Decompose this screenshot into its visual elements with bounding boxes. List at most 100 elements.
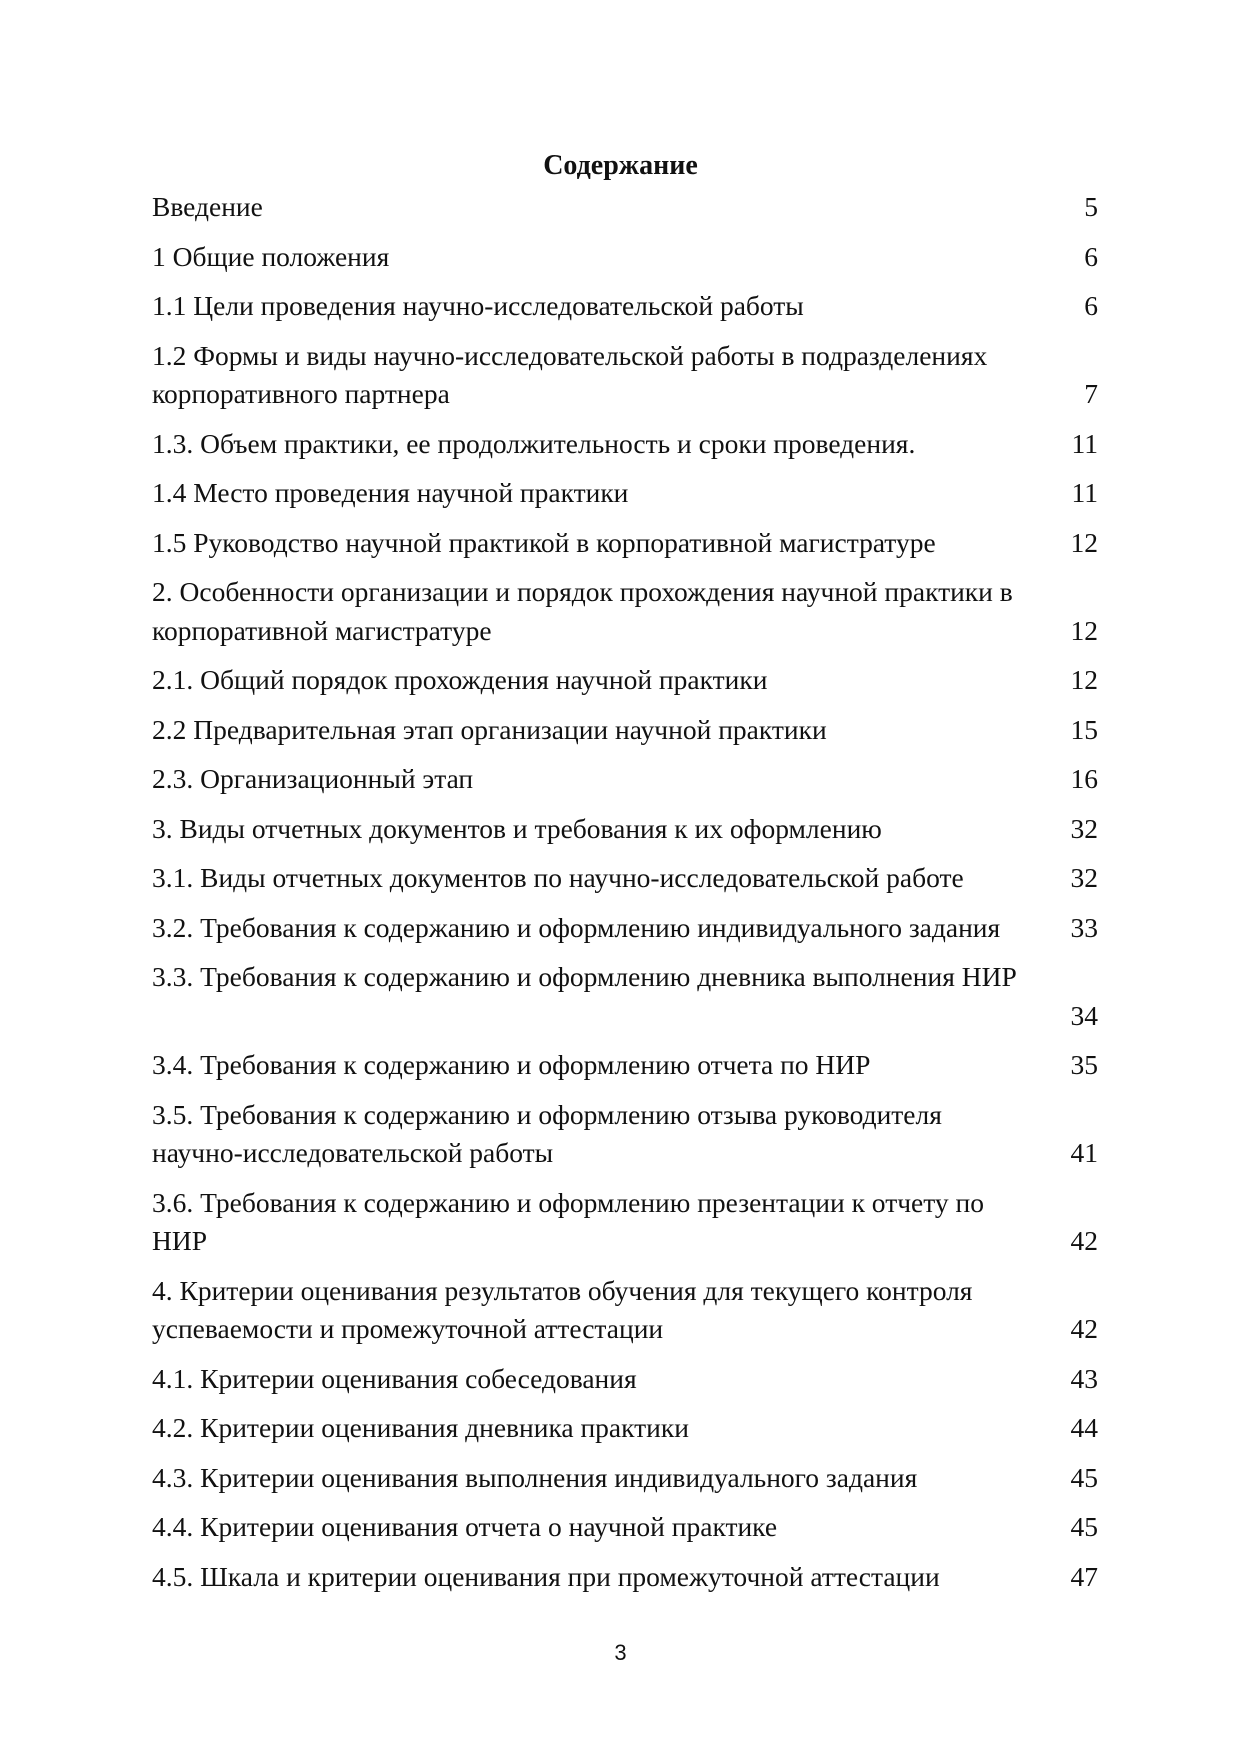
toc-entry-title-line: 1.4 Место проведения научной практики: [152, 477, 629, 508]
toc-entry-title: 3.4. Требования к содержанию и оформлени…: [152, 1046, 1028, 1085]
toc-entry-page: 41: [1070, 1137, 1099, 1168]
toc-entry-title-line: корпоративной магистратуре: [152, 614, 492, 646]
toc-heading: Содержание: [543, 150, 698, 181]
toc-entry-title: 3. Виды отчетных документов и требования…: [152, 810, 1028, 849]
toc-entry[interactable]: 1 Общие положения 6: [152, 238, 1098, 277]
toc-entry-title-line: 4.5. Шкала и критерии оценивания при про…: [152, 1560, 940, 1592]
toc-entry-title: 4.1. Критерии оценивания собеседования: [152, 1360, 1028, 1399]
toc-entry[interactable]: 4.2. Критерии оценивания дневника практи…: [152, 1409, 1098, 1448]
toc-entry-title-line: 3. Виды отчетных документов и требования…: [152, 812, 882, 844]
toc-entry-title: 1.4 Место проведения научной практики: [152, 474, 1028, 513]
toc-entry[interactable]: 3.5. Требования к содержанию и оформлени…: [152, 1096, 1098, 1173]
toc-entry-page: 47: [1070, 1560, 1099, 1592]
table-of-contents: Введение 5 1 Общие положения 6 1.1 Цели пров…: [152, 188, 1098, 1607]
toc-entry-page: 32: [1070, 812, 1099, 844]
toc-entry-title-line: 1.2 Формы и виды научно-исследовательско…: [152, 339, 988, 371]
toc-entry-title: 4.2. Критерии оценивания дневника практи…: [152, 1409, 1028, 1448]
toc-entry-title: 3.6. Требования к содержанию и оформлени…: [152, 1184, 1028, 1261]
toc-entry[interactable]: 3. Виды отчетных документов и требования…: [152, 810, 1098, 849]
toc-entry-title: 3.2. Требования к содержанию и оформлени…: [152, 909, 1028, 948]
toc-entry[interactable]: 2.3. Организационный этап 16: [152, 760, 1098, 799]
toc-entry-title-line: 1.1 Цели проведения научно-исследователь…: [152, 290, 804, 321]
toc-entry-page: 6: [1084, 240, 1098, 272]
toc-entry-title: 1.5 Руководство научной практикой в корп…: [152, 524, 1028, 563]
toc-entry-page: 42: [1070, 1225, 1099, 1256]
toc-entry-title-line: Введение: [152, 191, 263, 222]
toc-entry[interactable]: 4.5. Шкала и критерии оценивания при про…: [152, 1558, 1098, 1597]
toc-entry[interactable]: 2.1. Общий порядок прохождения научной п…: [152, 661, 1098, 700]
toc-entry[interactable]: 4.3. Критерии оценивания выполнения инди…: [152, 1459, 1098, 1498]
toc-entry[interactable]: 1.3. Объем практики, ее продолжительност…: [152, 425, 1098, 464]
toc-entry-title-line: научно-исследовательской работы: [152, 1137, 554, 1168]
toc-entry[interactable]: 3.6. Требования к содержанию и оформлени…: [152, 1184, 1098, 1261]
toc-entry-page: 16: [1070, 763, 1099, 794]
toc-entry-title: 3.5. Требования к содержанию и оформлени…: [152, 1096, 1028, 1173]
toc-entry-title-line: 2. Особенности организации и порядок про…: [152, 576, 1013, 607]
toc-entry-page: 11: [1071, 477, 1098, 508]
toc-entry[interactable]: 3.2. Требования к содержанию и оформлени…: [152, 909, 1098, 948]
toc-entry-title-line: 1 Общие положения: [152, 240, 390, 272]
toc-entry-title: 4.3. Критерии оценивания выполнения инди…: [152, 1459, 1028, 1498]
toc-entry-title-line: 3.4. Требования к содержанию и оформлени…: [152, 1049, 871, 1080]
toc-entry[interactable]: Введение 5: [152, 188, 1098, 227]
toc-entry-title: 3.3. Требования к содержанию и оформлени…: [152, 958, 1098, 997]
toc-entry[interactable]: 2. Особенности организации и порядок про…: [152, 573, 1098, 650]
toc-entry-page: 15: [1070, 713, 1099, 745]
toc-entry-page: 11: [1071, 427, 1098, 459]
toc-entry[interactable]: 3.4. Требования к содержанию и оформлени…: [152, 1046, 1098, 1085]
toc-entry-page: 45: [1070, 1461, 1099, 1493]
toc-entry-page: 6: [1084, 290, 1098, 321]
toc-entry[interactable]: 1.2 Формы и виды научно-исследовательско…: [152, 337, 1098, 414]
toc-entry[interactable]: 1.4 Место проведения научной практики 11: [152, 474, 1098, 513]
toc-entry-title: 2.2 Предварительная этап организации нау…: [152, 711, 1028, 750]
toc-entry-title: 2. Особенности организации и порядок про…: [152, 573, 1028, 650]
toc-entry-title: 1.1 Цели проведения научно-исследователь…: [152, 287, 1028, 326]
toc-entry-title-line: 4.4. Критерии оценивания отчета о научно…: [152, 1511, 778, 1542]
toc-entry[interactable]: 4.1. Критерии оценивания собеседования 43: [152, 1360, 1098, 1399]
toc-entry-page: 7: [1084, 378, 1098, 409]
toc-entry-title-line: 3.1. Виды отчетных документов по научно-…: [152, 862, 964, 893]
toc-entry-title: 2.1. Общий порядок прохождения научной п…: [152, 661, 1028, 700]
toc-entry-title: 3.1. Виды отчетных документов по научно-…: [152, 859, 1028, 898]
toc-entry-title-line: 2.2 Предварительная этап организации нау…: [152, 713, 827, 745]
toc-entry-page: 12: [1070, 664, 1099, 695]
toc-entry-page: 45: [1070, 1511, 1099, 1542]
toc-entry-page: 32: [1070, 862, 1099, 893]
toc-entry[interactable]: 4. Критерии оценивания результатов обуче…: [152, 1272, 1098, 1349]
toc-entry-title: 4.4. Критерии оценивания отчета о научно…: [152, 1508, 1028, 1547]
toc-entry-title-line: 4.1. Критерии оценивания собеседования: [152, 1362, 637, 1394]
toc-entry-title: 2.3. Организационный этап: [152, 760, 1028, 799]
toc-entry-title-line: успеваемости и промежуточной аттестации: [152, 1313, 664, 1344]
toc-entry-page: 12: [1070, 526, 1099, 558]
toc-entry-title-line: 2.1. Общий порядок прохождения научной п…: [152, 664, 768, 695]
toc-entry[interactable]: 3.1. Виды отчетных документов по научно-…: [152, 859, 1098, 898]
toc-entry-page: 12: [1070, 614, 1099, 646]
toc-entry-title: 4. Критерии оценивания результатов обуче…: [152, 1272, 1028, 1349]
toc-entry-title-line: НИР: [152, 1225, 208, 1256]
toc-entry-title-line: 1.3. Объем практики, ее продолжительност…: [152, 427, 916, 459]
toc-entry-title-line: 2.3. Организационный этап: [152, 763, 474, 794]
toc-entry-title-line: 3.2. Требования к содержанию и оформлени…: [152, 911, 1001, 943]
toc-entry-title-line: 4. Критерии оценивания результатов обуче…: [152, 1274, 973, 1306]
toc-entry-title-line: корпоративного партнера: [152, 378, 450, 409]
toc-entry-page: 44: [1070, 1412, 1099, 1443]
toc-entry[interactable]: 4.4. Критерии оценивания отчета о научно…: [152, 1508, 1098, 1547]
toc-entry-page: 33: [1070, 911, 1099, 943]
page-number: 3: [614, 1640, 627, 1665]
toc-entry-page: 34: [1070, 999, 1099, 1031]
toc-entry-page: 42: [1070, 1313, 1099, 1344]
toc-entry-title-line: 4.2. Критерии оценивания дневника практи…: [152, 1412, 689, 1443]
toc-entry-title: 4.5. Шкала и критерии оценивания при про…: [152, 1558, 1028, 1597]
toc-entry-title-line: 1.5 Руководство научной практикой в корп…: [152, 526, 936, 558]
toc-entry-page: 43: [1070, 1362, 1099, 1394]
toc-entry-title: 1.3. Объем практики, ее продолжительност…: [152, 425, 1028, 464]
toc-entry-title: 1 Общие положения: [152, 238, 1028, 277]
toc-entry[interactable]: 1.5 Руководство научной практикой в корп…: [152, 524, 1098, 563]
toc-entry-page: 35: [1070, 1049, 1099, 1080]
toc-entry-page: 5: [1084, 191, 1098, 222]
toc-entry[interactable]: 1.1 Цели проведения научно-исследователь…: [152, 287, 1098, 326]
toc-entry[interactable]: 3.3. Требования к содержанию и оформлени…: [152, 958, 1098, 1035]
toc-entry[interactable]: 2.2 Предварительная этап организации нау…: [152, 711, 1098, 750]
toc-entry-title-line: 3.3. Требования к содержанию и оформлени…: [152, 961, 1017, 992]
toc-entry-title: Введение: [152, 188, 1028, 227]
